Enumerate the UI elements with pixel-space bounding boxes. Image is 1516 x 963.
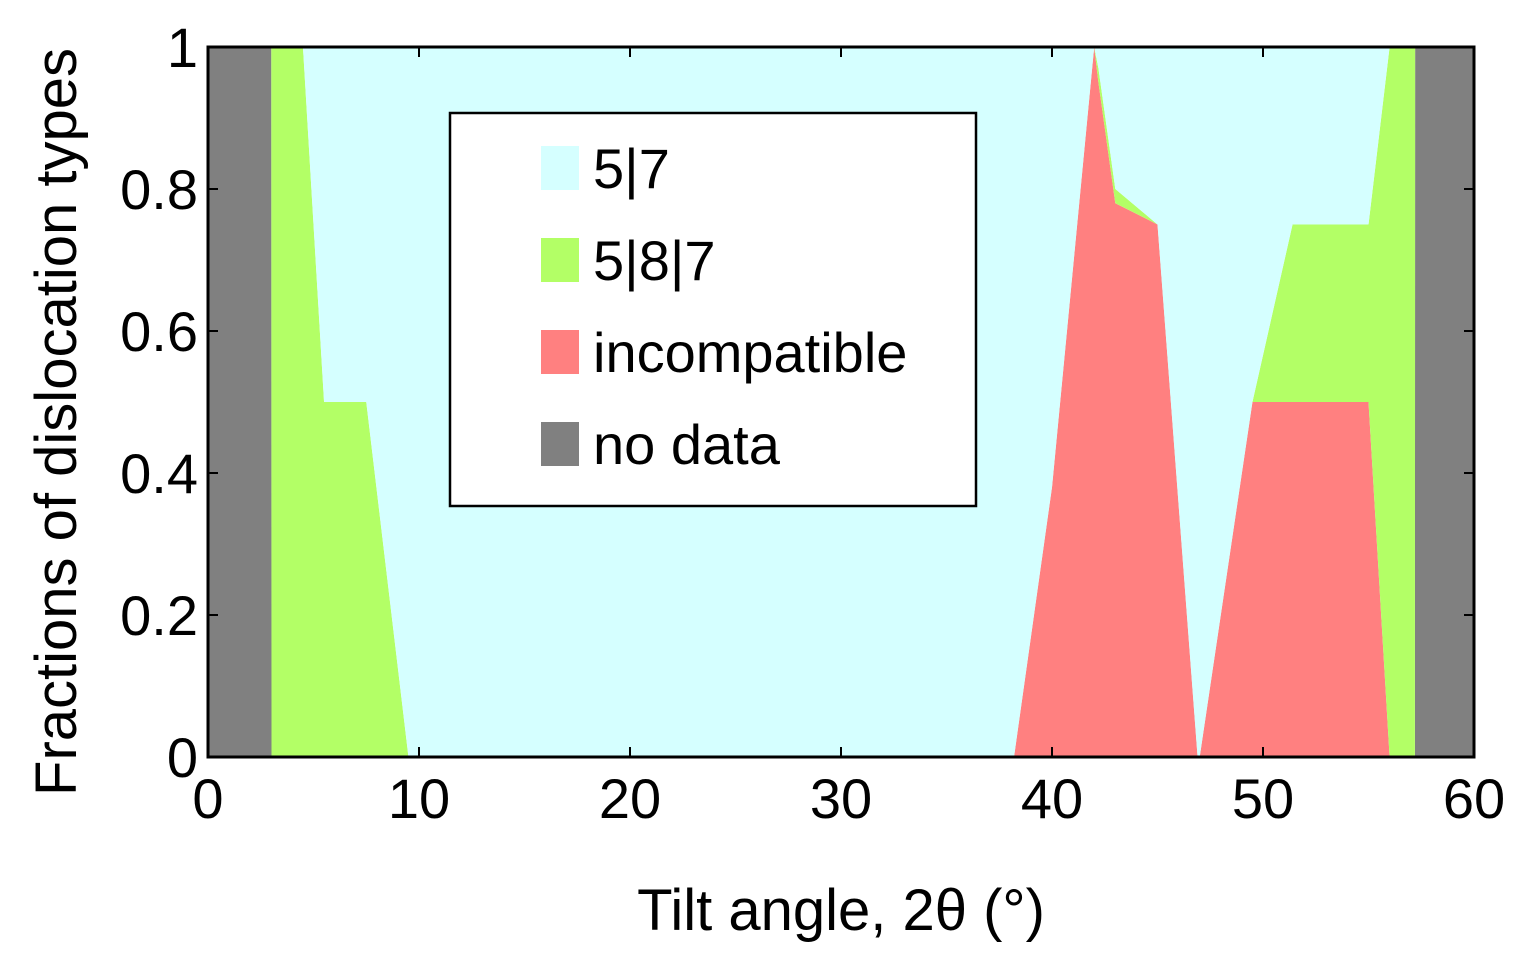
axis-ticks: 0 10 20 30 40 50 60 0 0.2 0.4 0.6 0.8 1 (120, 16, 1505, 830)
y-tick-label: 0 (167, 726, 198, 789)
x-axis-label: Tilt angle, 2θ (°) (637, 878, 1045, 943)
x-tick-label: 50 (1232, 767, 1294, 830)
legend-swatch (541, 146, 579, 190)
x-tick-label: 0 (192, 767, 223, 830)
y-tick-label: 1 (167, 16, 198, 79)
legend-label: 5|7 (593, 137, 670, 200)
x-tick-label: 40 (1021, 767, 1083, 830)
legend-swatch (541, 238, 579, 282)
legend-swatch (541, 330, 579, 374)
legend: 5|7 5|8|7 incompatible no data (448, 111, 978, 508)
legend-box (448, 111, 978, 508)
x-tick-label: 20 (599, 767, 661, 830)
y-axis-label: Fractions of dislocation types (24, 48, 89, 796)
x-tick-label: 30 (810, 767, 872, 830)
legend-label: 5|8|7 (593, 229, 716, 292)
legend-swatch (541, 422, 579, 466)
y-tick-label: 0.2 (120, 584, 198, 647)
y-tick-label: 0.4 (120, 442, 198, 505)
x-tick-label: 10 (388, 767, 450, 830)
legend-label: incompatible (593, 321, 907, 384)
y-tick-label: 0.8 (120, 158, 198, 221)
legend-label: no data (593, 413, 781, 476)
y-tick-label: 0.6 (120, 300, 198, 363)
x-tick-label: 60 (1443, 767, 1505, 830)
